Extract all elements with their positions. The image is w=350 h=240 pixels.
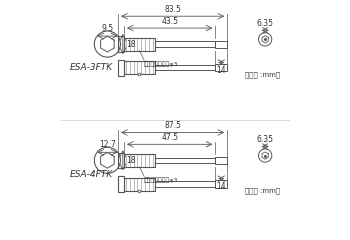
Bar (118, 176, 124, 192)
Text: 87.5: 87.5 (164, 121, 181, 130)
Text: 6.35: 6.35 (257, 19, 274, 28)
Bar (124, 38, 155, 51)
Bar (155, 181, 215, 187)
Text: 9.5: 9.5 (102, 24, 113, 33)
Bar (118, 153, 124, 168)
Text: リリースボタンφ3: リリースボタンφ3 (144, 61, 178, 67)
Bar (155, 42, 215, 47)
Bar (118, 36, 124, 52)
Text: 47.5: 47.5 (161, 133, 178, 142)
Text: ESA-4FTK: ESA-4FTK (69, 170, 113, 179)
Text: 12.7: 12.7 (99, 140, 116, 149)
Text: 6.35: 6.35 (257, 135, 274, 144)
Text: 14: 14 (216, 66, 226, 75)
Text: 14: 14 (216, 182, 226, 191)
Text: 83.5: 83.5 (164, 5, 181, 14)
Text: ESA-3FTK: ESA-3FTK (69, 63, 113, 72)
Bar (155, 158, 215, 163)
Text: リリースボタンφ3: リリースボタンφ3 (144, 178, 178, 183)
Text: 43.5: 43.5 (161, 17, 178, 26)
Text: 【単位 :mm】: 【単位 :mm】 (245, 72, 280, 78)
Text: 18: 18 (126, 40, 136, 48)
Bar (124, 154, 155, 167)
Bar (215, 157, 227, 164)
Bar (215, 64, 227, 71)
Bar (118, 60, 124, 76)
Bar (124, 178, 155, 191)
Text: 【単位 :mm】: 【単位 :mm】 (245, 188, 280, 194)
Text: 18: 18 (126, 156, 136, 165)
Bar (215, 41, 227, 48)
Bar (155, 65, 215, 70)
Bar (215, 180, 227, 188)
Bar (124, 61, 155, 74)
